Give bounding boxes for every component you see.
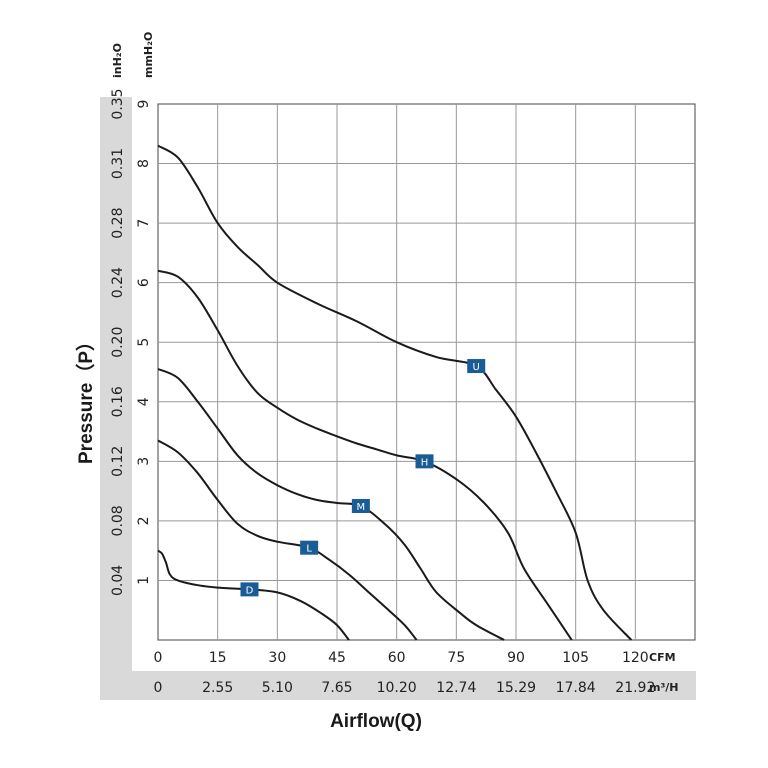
- x-tick-label-secondary: 5.10: [262, 680, 293, 696]
- marker-label: L: [306, 544, 312, 555]
- x-tick-label-secondary: 7.65: [321, 680, 352, 696]
- y-tick-label: 1: [136, 576, 152, 585]
- x-tick-label-secondary: 2.55: [202, 680, 233, 696]
- x-tick-label: 30: [268, 650, 286, 666]
- x-tick-label: 15: [209, 650, 227, 666]
- plot-area: [157, 103, 696, 641]
- y-tick-label: 9: [136, 100, 152, 109]
- y-tick-label-secondary: 0.28: [110, 208, 126, 239]
- y-ticks-secondary: 0.04 0.08 0.12 0.16 0.20 0.24 0.28 0.31 0.35: [110, 88, 126, 596]
- x-tick-label-secondary: 15.29: [496, 680, 536, 696]
- x-tick-label-secondary: 12.74: [436, 680, 476, 696]
- y-axis-title: Pressure（P）: [74, 332, 97, 464]
- x-tick-label: 0: [154, 650, 163, 666]
- curve-markers: U H M L D: [240, 359, 486, 597]
- x-unit-secondary: m³/H: [649, 681, 679, 694]
- y-tick-label: 6: [136, 278, 152, 287]
- marker-label: D: [246, 585, 254, 596]
- y-tick-label-secondary: 0.12: [110, 446, 126, 477]
- curve-l: [157, 439, 418, 641]
- x-tick-label: 45: [328, 650, 346, 666]
- x-axis-band: [100, 671, 696, 700]
- y-tick-label: 8: [136, 159, 152, 168]
- x-tick-label-secondary: 10.20: [377, 680, 417, 696]
- y-tick-label-secondary: 0.31: [110, 148, 126, 179]
- marker-box: [351, 499, 370, 513]
- x-ticks-secondary: 0 2.55 5.10 7.65 10.20 12.74 15.29 17.84 21.92: [154, 680, 656, 696]
- x-tick-label: 60: [388, 650, 406, 666]
- curve-u: [157, 144, 633, 641]
- marker-m: M: [351, 499, 370, 513]
- x-tick-label: 120: [622, 650, 649, 666]
- y-tick-label-secondary: 0.08: [110, 505, 126, 536]
- curve-h: [157, 269, 573, 641]
- curves: [157, 144, 633, 641]
- marker-box: [415, 454, 434, 469]
- y-tick-label: 3: [136, 457, 152, 466]
- marker-box: [467, 359, 486, 374]
- marker-box: [300, 540, 319, 555]
- marker-label: H: [421, 457, 429, 468]
- y-unit-primary: mmH₂O: [142, 32, 155, 78]
- y-tick-label-secondary: 0.16: [110, 386, 126, 417]
- y-tick-label-secondary: 0.20: [110, 327, 126, 358]
- y-axis-band: [100, 97, 132, 700]
- marker-u: U: [467, 359, 486, 374]
- curve-m: [157, 368, 505, 641]
- x-unit-primary: CFM: [649, 651, 676, 664]
- y-tick-label: 2: [136, 516, 152, 525]
- x-tick-label: 90: [507, 650, 525, 666]
- x-axis-title: Airflow(Q): [330, 711, 422, 732]
- y-ticks-primary: 1 2 3 4 5 6 7 8 9: [136, 100, 152, 585]
- x-tick-label-secondary: 17.84: [556, 680, 596, 696]
- x-tick-label: 75: [447, 650, 465, 666]
- marker-h: H: [415, 454, 434, 469]
- marker-label: U: [473, 362, 480, 373]
- x-tick-label: 105: [562, 650, 589, 666]
- y-tick-label-secondary: 0.24: [110, 267, 126, 298]
- y-tick-label: 5: [136, 338, 152, 347]
- y-tick-label-secondary: 0.35: [110, 88, 126, 119]
- x-tick-label-secondary: 0: [154, 680, 163, 696]
- x-tick-label-secondary: 21.92: [615, 680, 655, 696]
- marker-label: M: [357, 502, 366, 513]
- y-tick-label: 4: [136, 397, 152, 406]
- marker-box: [240, 582, 259, 597]
- marker-d: D: [240, 582, 259, 597]
- y-tick-label-secondary: 0.04: [110, 565, 126, 596]
- y-unit-secondary: inH₂O: [111, 43, 124, 78]
- curve-d: [157, 549, 350, 641]
- x-ticks-primary: 0 15 30 45 60 75 90 105 120: [154, 650, 649, 666]
- y-tick-label: 7: [136, 219, 152, 228]
- marker-l: L: [300, 540, 319, 555]
